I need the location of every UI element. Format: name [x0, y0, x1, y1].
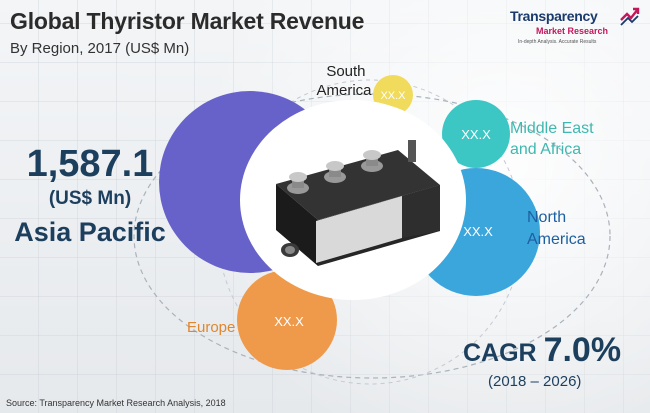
cagr-label: CAGR	[463, 339, 537, 367]
region-label-north-america: North America	[527, 209, 586, 248]
cagr-range: (2018 – 2026)	[488, 373, 582, 390]
asia-pacific-label: Asia Pacific	[14, 217, 166, 247]
region-south-america-line2: America	[316, 82, 372, 99]
chart-title: Global Thyristor Market Revenue	[10, 8, 365, 34]
asia-pacific-value: 1,587.1	[26, 143, 154, 185]
logo-tagline: In-depth Analysis. Accurate Results	[518, 39, 597, 45]
cagr-value: 7.0%	[543, 331, 622, 369]
thyristor-module-image	[240, 100, 466, 300]
orbit-ring	[133, 93, 611, 379]
value-label-europe: XX.X	[274, 314, 304, 329]
region-label-south-america: South America	[316, 63, 372, 99]
region-label-middle-east-africa: Middle East and Africa	[510, 120, 598, 158]
bubble-europe	[237, 270, 337, 370]
region-mea-line1: Middle East	[510, 120, 594, 137]
region-south-america-line1: South	[326, 63, 365, 80]
region-na-line2: America	[527, 231, 586, 248]
region-label-europe: Europe	[187, 319, 235, 336]
logo-name: Transparency	[510, 8, 598, 24]
bubble-middle-east-africa	[442, 100, 510, 168]
value-label-middle-east-africa: XX.X	[461, 127, 491, 142]
value-label-south-america: XX.X	[380, 90, 406, 102]
region-na-line1: North	[527, 209, 566, 226]
region-mea-line2: and Africa	[510, 141, 581, 158]
logo-mark-icon	[620, 7, 640, 26]
logo-subname: Market Research	[536, 26, 609, 36]
chart-subtitle: By Region, 2017 (US$ Mn)	[10, 40, 190, 57]
asia-pacific-unit: (US$ Mn)	[48, 188, 132, 209]
value-label-north-america: XX.X	[463, 224, 493, 239]
source-note: Source: Transparency Market Research Ana…	[6, 398, 226, 408]
brand-logo: Transparency Market Research In-depth An…	[510, 6, 640, 54]
cagr-callout: CAGR 7.0%	[463, 331, 621, 370]
